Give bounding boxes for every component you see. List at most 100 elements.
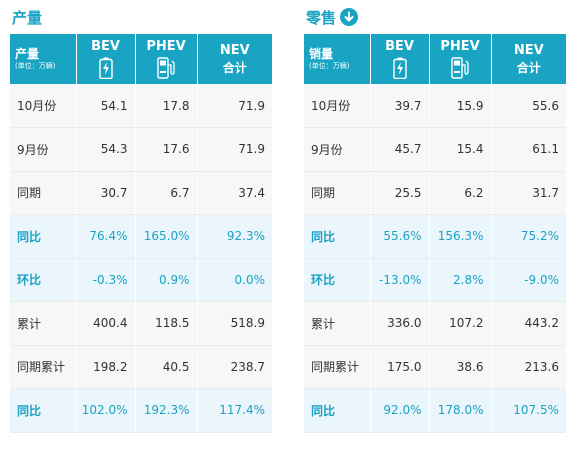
nev-value: 92.3% — [197, 214, 272, 259]
bev-value: -13.0% — [370, 258, 430, 302]
row-label: 同期 — [304, 171, 371, 215]
table-row: 同期累计 198.2 40.5 238.7 — [10, 345, 272, 389]
row-label: 同比 — [10, 214, 77, 259]
unit-label: (单位：万辆) — [15, 61, 56, 70]
bev-header-label: BEV — [385, 39, 414, 54]
phev-value: 6.7 — [135, 171, 198, 215]
nev-value: 71.9 — [197, 84, 272, 128]
nev-value: 37.4 — [197, 171, 272, 215]
phev-value: 40.5 — [135, 345, 198, 389]
bev-value: 39.7 — [370, 84, 430, 128]
nev-value: 55.6 — [491, 84, 566, 128]
bev-value: 45.7 — [370, 127, 430, 172]
table-row: 同比 102.0% 192.3% 117.4% — [10, 388, 272, 433]
fuel-pump-icon — [451, 57, 469, 79]
phev-header-label: PHEV — [440, 39, 480, 54]
table-row: 累计 336.0 107.2 443.2 — [304, 301, 566, 346]
bev-value: 76.4% — [76, 214, 136, 259]
nev-value: 238.7 — [197, 345, 272, 389]
nev-value: 107.5% — [491, 388, 566, 433]
nev-value: 71.9 — [197, 127, 272, 172]
row-label: 同期累计 — [304, 345, 371, 389]
bev-value: 400.4 — [76, 301, 136, 346]
row-label: 10月份 — [10, 84, 77, 128]
nev-value: 443.2 — [491, 301, 566, 346]
table-row: 累计 400.4 118.5 518.9 — [10, 301, 272, 346]
panel-title: 产量 — [10, 0, 272, 34]
bev-value: 25.5 — [370, 171, 430, 215]
row-label: 累计 — [304, 301, 371, 346]
table-row: 同比 76.4% 165.0% 92.3% — [10, 214, 272, 259]
nev-header-label: NEV — [219, 42, 250, 58]
phev-value: 15.4 — [429, 127, 492, 172]
table-header-row: 产量 (单位：万辆) BEV PHEV — [10, 34, 272, 84]
bev-value: 30.7 — [76, 171, 136, 215]
nev-value: 75.2% — [491, 214, 566, 259]
row-header-cell: 销量 (单位：万辆) — [304, 34, 371, 84]
phev-value: 107.2 — [429, 301, 492, 346]
table-row: 9月份 45.7 15.4 61.1 — [304, 127, 566, 172]
nev-header-sublabel: 合计 — [516, 60, 541, 75]
retail-panel: 零售 销量 (单位：万辆) BEV — [304, 0, 566, 433]
row-label: 累计 — [10, 301, 77, 346]
nev-header: NEV 合计 — [491, 34, 566, 84]
bev-value: 102.0% — [76, 388, 136, 433]
row-label: 9月份 — [304, 127, 371, 172]
phev-value: 118.5 — [135, 301, 198, 346]
panel-title: 零售 — [304, 0, 566, 34]
battery-bolt-icon — [392, 57, 407, 79]
nev-header-label: NEV — [513, 42, 544, 58]
row-label: 同期 — [10, 171, 77, 215]
nev-value: 61.1 — [491, 127, 566, 172]
row-label: 9月份 — [10, 127, 77, 172]
table-row: 9月份 54.3 17.6 71.9 — [10, 127, 272, 172]
nev-header-sublabel: 合计 — [222, 60, 247, 75]
bev-header: BEV — [370, 34, 430, 84]
phev-value: 17.8 — [135, 84, 198, 128]
row-label: 环比 — [10, 258, 77, 302]
bev-value: 92.0% — [370, 388, 430, 433]
table-row: 10月份 54.1 17.8 71.9 — [10, 84, 272, 128]
row-label: 同比 — [10, 388, 77, 433]
phev-value: 192.3% — [135, 388, 198, 433]
table-row: 环比 -13.0% 2.8% -9.0% — [304, 258, 566, 302]
bev-value: 175.0 — [370, 345, 430, 389]
row-header-label: 产量 — [15, 46, 40, 61]
phev-value: 2.8% — [429, 258, 492, 302]
nev-value: 31.7 — [491, 171, 566, 215]
table-row: 10月份 39.7 15.9 55.6 — [304, 84, 566, 128]
phev-value: 0.9% — [135, 258, 198, 302]
bev-value: 198.2 — [76, 345, 136, 389]
table-row: 同期累计 175.0 38.6 213.6 — [304, 345, 566, 389]
table-header-row: 销量 (单位：万辆) BEV PHEV — [304, 34, 566, 84]
bev-value: 55.6% — [370, 214, 430, 259]
table-row: 同比 55.6% 156.3% 75.2% — [304, 214, 566, 259]
fuel-pump-icon — [157, 57, 175, 79]
retail-table: 销量 (单位：万辆) BEV PHEV — [304, 34, 566, 433]
arrow-down-circle-icon — [340, 8, 359, 26]
nev-value: 0.0% — [197, 258, 272, 302]
row-label: 10月份 — [304, 84, 371, 128]
table-row: 同期 25.5 6.2 31.7 — [304, 171, 566, 215]
phev-value: 17.6 — [135, 127, 198, 172]
phev-value: 165.0% — [135, 214, 198, 259]
bev-value: -0.3% — [76, 258, 136, 302]
nev-value: 518.9 — [197, 301, 272, 346]
unit-label: (单位：万辆) — [309, 61, 350, 70]
row-label: 同期累计 — [10, 345, 77, 389]
phev-header-label: PHEV — [146, 39, 186, 54]
nev-value: -9.0% — [491, 258, 566, 302]
table-row: 同期 30.7 6.7 37.4 — [10, 171, 272, 215]
row-header-label: 销量 — [309, 46, 334, 61]
phev-header: PHEV — [135, 34, 198, 84]
phev-value: 15.9 — [429, 84, 492, 128]
table-row: 环比 -0.3% 0.9% 0.0% — [10, 258, 272, 302]
phev-value: 178.0% — [429, 388, 492, 433]
row-label: 同比 — [304, 214, 371, 259]
phev-value: 6.2 — [429, 171, 492, 215]
bev-header: BEV — [76, 34, 136, 84]
row-header-cell: 产量 (单位：万辆) — [10, 34, 77, 84]
phev-value: 156.3% — [429, 214, 492, 259]
production-panel: 产量 产量 (单位：万辆) BEV — [10, 0, 272, 433]
battery-bolt-icon — [98, 57, 113, 79]
